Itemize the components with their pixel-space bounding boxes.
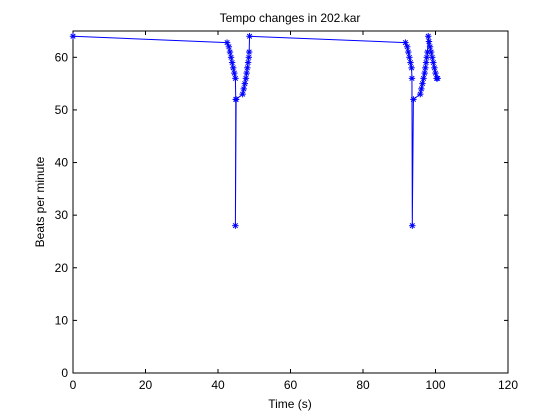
y-axis-label: Beats per minute <box>33 156 47 247</box>
data-point <box>422 59 430 66</box>
data-point <box>406 54 413 61</box>
y-tick-label: 50 <box>55 103 69 117</box>
data-point <box>426 43 434 50</box>
data-point <box>228 59 236 66</box>
x-tick-label: 20 <box>139 378 153 392</box>
data-point <box>427 48 435 56</box>
data-point <box>421 69 428 77</box>
data-point <box>422 64 429 72</box>
data-point <box>432 69 439 77</box>
data-point <box>239 90 246 98</box>
data-point <box>420 75 427 82</box>
data-point <box>244 59 252 66</box>
x-axis-ticks: 0 20 40 60 80 100 120 <box>70 31 518 392</box>
x-tick-label: 80 <box>356 378 370 392</box>
data-point <box>69 33 77 40</box>
y-tick-label: 0 <box>61 366 68 380</box>
data-point <box>408 75 416 82</box>
data-point <box>230 64 237 72</box>
data-point <box>431 64 438 72</box>
x-tick-label: 60 <box>284 378 298 392</box>
data-point <box>245 48 253 56</box>
y-tick-label: 30 <box>55 208 69 222</box>
data-point <box>232 222 239 229</box>
data-point <box>241 80 249 87</box>
data-point <box>408 64 415 72</box>
data-point <box>244 64 251 72</box>
data-point <box>425 33 432 40</box>
data-point <box>404 43 411 50</box>
series-layer <box>69 33 441 229</box>
x-tick-label: 0 <box>70 378 77 392</box>
data-point <box>242 75 250 82</box>
data-point <box>425 38 433 45</box>
plot-area <box>72 30 509 374</box>
x-tick-label: 100 <box>425 378 445 392</box>
y-tick-label: 20 <box>55 261 69 275</box>
x-axis-label: Time (s) <box>268 397 312 411</box>
y-tick-label: 10 <box>55 313 69 327</box>
data-point <box>243 69 250 77</box>
data-point <box>410 96 417 103</box>
data-point <box>227 54 235 61</box>
data-point <box>405 48 412 56</box>
y-axis-ticks: 0 10 20 30 40 50 60 <box>55 50 508 380</box>
data-point <box>419 80 426 87</box>
data-point <box>423 54 430 61</box>
data-point <box>430 59 437 66</box>
data-point <box>429 54 436 61</box>
data-point <box>417 90 424 98</box>
data-point <box>226 48 234 56</box>
x-tick-label: 120 <box>498 378 518 392</box>
y-tick-label: 60 <box>55 50 69 64</box>
data-point <box>407 59 414 66</box>
data-point <box>231 69 238 77</box>
x-tick-label: 40 <box>211 378 225 392</box>
data-point <box>240 85 247 93</box>
data-point <box>434 75 441 82</box>
data-point <box>409 222 416 229</box>
data-point <box>246 33 253 40</box>
data-point <box>232 75 239 82</box>
data-point <box>418 85 425 93</box>
data-point <box>232 96 240 103</box>
chart-title: Tempo changes in 202.kar <box>220 11 361 25</box>
y-tick-label: 40 <box>55 156 69 170</box>
data-point <box>225 43 233 50</box>
